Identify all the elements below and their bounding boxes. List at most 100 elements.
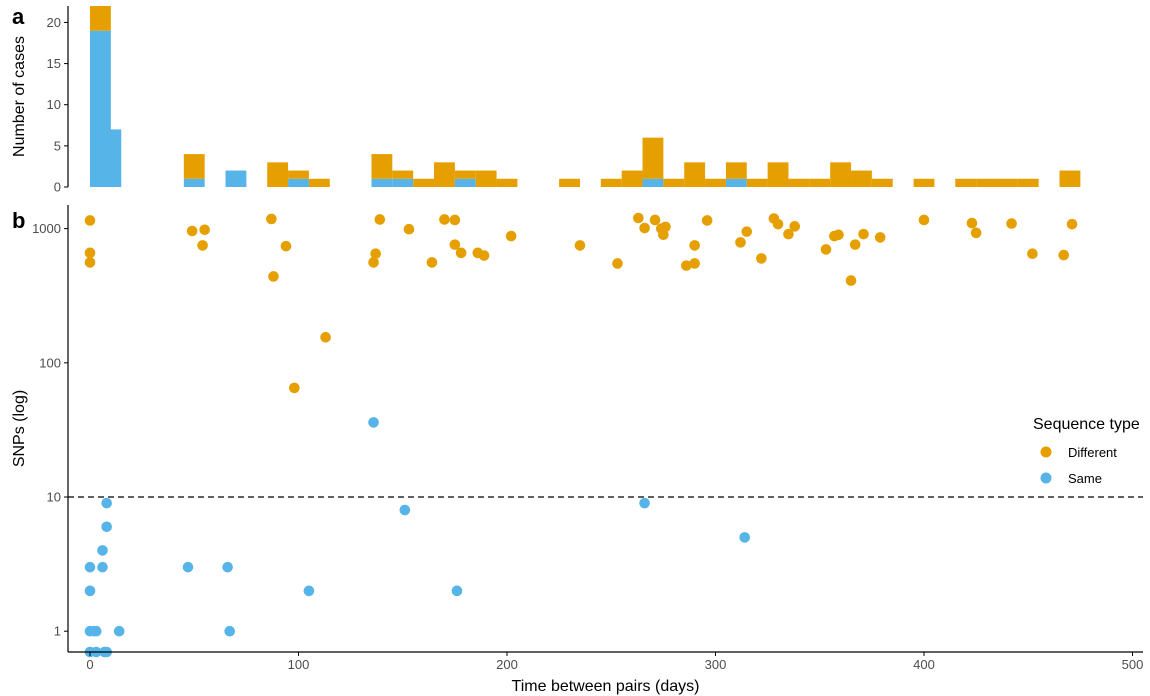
scatter-point-different <box>966 217 978 229</box>
scatter-point-different <box>689 258 700 269</box>
scatter-x-tick-label: 400 <box>913 657 935 672</box>
scatter-point-same <box>639 497 650 509</box>
histogram-bar-different <box>705 178 726 187</box>
histogram-bar-different <box>288 170 309 179</box>
scatter-point-different <box>772 218 784 230</box>
scatter-point-same <box>224 625 235 637</box>
histogram-bar-same <box>454 178 476 187</box>
legend-marker-same <box>1040 472 1052 484</box>
histogram-bar-same <box>288 178 309 187</box>
scatter-point-different <box>266 213 277 225</box>
legend: Sequence type Different Same <box>1033 416 1140 486</box>
histogram-bar-different <box>454 170 476 179</box>
histogram-bar-different <box>1059 170 1081 187</box>
scatter-point-different <box>449 214 461 226</box>
histogram-bar-different <box>851 170 872 187</box>
scatter-point-different <box>1066 218 1078 230</box>
scatter-x-tick-label: 0 <box>86 657 93 672</box>
histogram-y-tick-label: 20 <box>47 15 61 30</box>
scatter-x-tick-label: 200 <box>496 657 518 672</box>
scatter-y-tick-label: 100 <box>39 355 61 370</box>
scatter-point-different <box>639 222 650 234</box>
histogram-bar-different <box>996 178 1018 187</box>
histogram-bar-different <box>976 178 997 187</box>
histogram-y-axis-ticks: 0 5 10 15 20 <box>47 15 68 195</box>
scatter-point-different <box>849 239 861 250</box>
histogram-bar-different <box>1017 178 1039 187</box>
scatter-point-different <box>84 215 96 226</box>
histogram-bar-different <box>913 178 935 187</box>
panel-label-a: a <box>12 4 25 29</box>
histogram-bar-different <box>788 178 810 187</box>
scatter-point-same <box>97 561 108 573</box>
scatter-point-different <box>1058 249 1069 261</box>
scatter-point-same <box>113 625 125 637</box>
scatter-point-same <box>451 585 463 597</box>
scatter-point-different <box>1027 248 1038 260</box>
scatter-y-axis-title: SNPs (log) <box>11 390 28 467</box>
scatter-point-different <box>403 223 415 235</box>
scatter-point-same <box>97 545 108 556</box>
histogram-bar-same <box>371 178 393 187</box>
histogram-bar-different <box>684 162 706 187</box>
scatter-point-different <box>735 237 746 248</box>
histogram-bar-different <box>475 170 497 187</box>
scatter-point-different <box>186 225 198 237</box>
scatter-point-different <box>633 212 644 224</box>
histogram-y-tick-label: 5 <box>54 138 61 153</box>
scatter-point-same <box>368 417 379 428</box>
scatter-x-tick-label: 100 <box>288 657 310 672</box>
histogram-bar-different <box>830 162 852 187</box>
scatter-point-different <box>84 247 96 259</box>
scatter-point-different <box>689 240 700 251</box>
legend-label-same: Same <box>1068 471 1102 486</box>
scatter-point-same <box>222 561 233 573</box>
scatter-point-different <box>660 221 671 233</box>
histogram-bar-different <box>183 154 205 179</box>
scatter-y-axis-ticks: 1 10 100 1000 <box>32 221 68 639</box>
scatter-point-different <box>612 258 623 269</box>
histogram-bar-different <box>746 178 768 187</box>
legend-title: Sequence type <box>1033 416 1140 433</box>
scatter-x-tick-label: 500 <box>1122 657 1144 672</box>
histogram-bar-different <box>392 170 414 179</box>
scatter-point-same <box>101 521 112 533</box>
histogram-bar-different <box>90 6 111 31</box>
scatter-y-tick-label: 1000 <box>32 221 61 236</box>
histogram-bar-different <box>600 178 622 187</box>
scatter-point-different <box>741 226 753 237</box>
histogram-bar-different <box>955 178 977 187</box>
scatter-point-different <box>918 214 930 226</box>
scatter-point-same <box>182 561 194 573</box>
scatter-point-same <box>399 504 411 516</box>
scatter-point-different <box>426 257 438 268</box>
histogram-bar-same <box>100 129 122 187</box>
histogram-bar-same <box>725 178 747 187</box>
scatter-point-different <box>478 250 490 261</box>
legend-label-different: Different <box>1068 445 1117 460</box>
scatter-point-different <box>874 232 886 243</box>
histogram-bar-different <box>496 178 518 187</box>
scatter-y-tick-label: 10 <box>47 490 61 505</box>
scatter-panel: b 1 10 100 1000 0 100 200 300 400 500 SNPs (log)… <box>11 205 1143 695</box>
histogram-bar-different <box>413 178 435 187</box>
scatter-point-different <box>789 221 801 232</box>
scatter-point-same <box>101 497 112 509</box>
scatter-point-different <box>845 275 857 286</box>
scatter-point-different <box>289 382 300 394</box>
scatter-point-same <box>303 585 315 597</box>
scatter-point-same <box>84 561 96 573</box>
scatter-point-different <box>574 240 586 251</box>
histogram-bar-different <box>267 162 289 187</box>
scatter-point-different <box>320 331 331 343</box>
scatter-point-different <box>970 227 982 239</box>
scatter-point-different <box>449 239 461 250</box>
histogram-bar-different <box>434 162 455 187</box>
scatter-point-different <box>756 253 767 264</box>
histogram-bar-different <box>559 178 580 187</box>
histogram-bar-same <box>392 178 414 187</box>
scatter-point-different <box>858 228 869 240</box>
scatter-point-different <box>439 214 450 225</box>
scatter-point-different <box>681 260 692 271</box>
